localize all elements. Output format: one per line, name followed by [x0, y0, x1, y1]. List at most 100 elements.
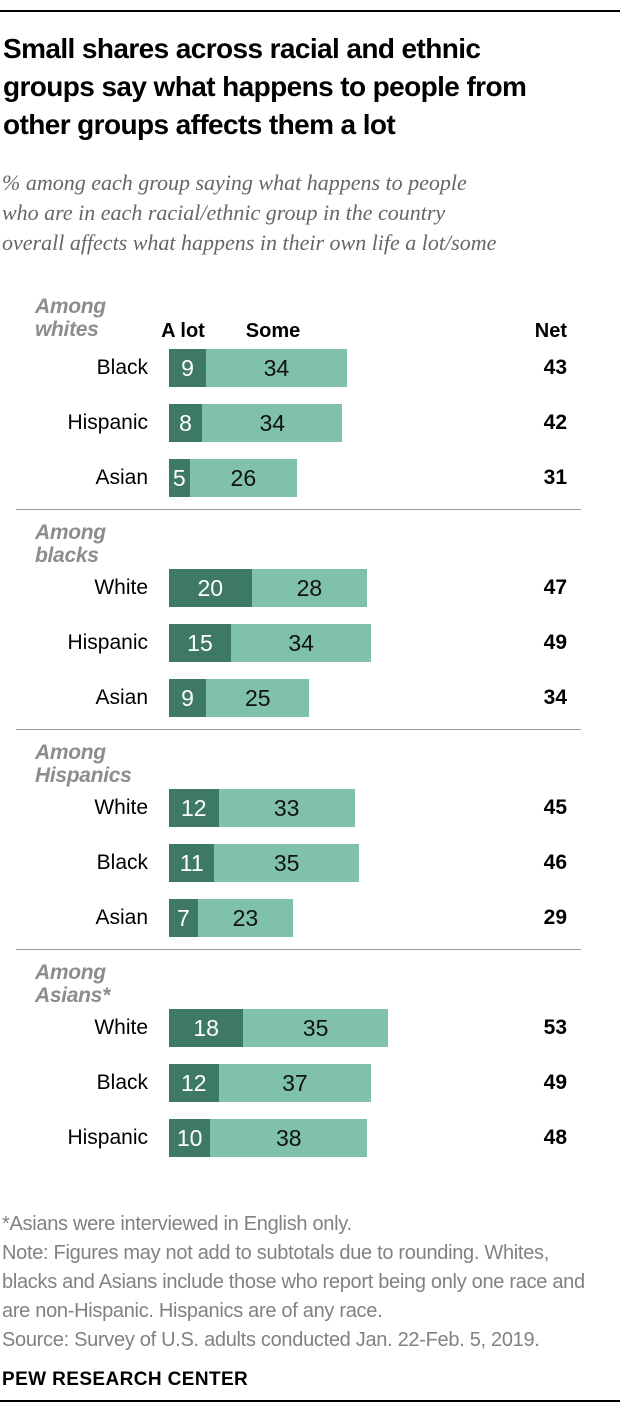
chart-subtitle-line: who are in each racial/ethnic group in t… [2, 200, 446, 225]
section-group-label: Among Asians* [35, 961, 110, 1007]
bar-segment-a-lot: 20 [169, 569, 252, 607]
asterisk-footnote: *Asians were interviewed in English only… [2, 1213, 352, 1235]
stacked-bar: 10 38 [169, 1119, 368, 1157]
row-category-label: White [94, 796, 148, 819]
bar-segment-some: 38 [210, 1119, 368, 1157]
bar-segment-some: 26 [189, 459, 298, 497]
stacked-bar: 20 28 [169, 569, 368, 607]
chart-section: Among whites A lot Some Net Black 9 34 43 Hispan… [0, 295, 620, 497]
bar-segment-a-lot: 12 [169, 1064, 219, 1102]
net-value: 31 [543, 466, 567, 489]
bar-segment-a-lot: 9 [169, 679, 207, 717]
stacked-bar-chart: Among whites A lot Some Net Black 9 34 43 Hispan… [0, 295, 620, 1157]
chart-title-line: other groups affects them a lot [3, 109, 396, 140]
row-category-label: Asian [95, 906, 148, 929]
bar-segment-a-lot: 7 [169, 899, 198, 937]
note-line: blacks and Asians include those who repo… [2, 1271, 585, 1293]
bar-segment-some: 34 [230, 624, 372, 662]
bar-segment-some: 37 [218, 1064, 372, 1102]
net-value: 42 [543, 411, 567, 434]
bar-segment-some: 28 [251, 569, 368, 607]
legend-a-lot-label: A lot [161, 320, 205, 342]
stacked-bar: 18 35 [169, 1009, 388, 1047]
bar-row: Asian 5 26 31 [0, 459, 620, 497]
bar-row: Black 12 37 49 [0, 1064, 620, 1102]
stacked-bar: 12 37 [169, 1064, 372, 1102]
net-value: 29 [543, 906, 567, 929]
net-value: 43 [543, 356, 567, 379]
stacked-bar: 7 23 [169, 899, 293, 937]
net-value: 53 [543, 1016, 567, 1039]
stacked-bar: 9 34 [169, 349, 347, 387]
row-category-label: Asian [95, 686, 148, 709]
row-category-label: White [94, 1016, 148, 1039]
bar-segment-some: 23 [197, 899, 293, 937]
net-value: 45 [543, 796, 567, 819]
stacked-bar: 12 33 [169, 789, 355, 827]
note-line: Note: Figures may not add to subtotals d… [2, 1242, 549, 1264]
bar-segment-some: 34 [206, 349, 347, 387]
bar-row: White 20 28 47 [0, 569, 620, 607]
bar-segment-a-lot: 12 [169, 789, 219, 827]
bar-segment-a-lot: 18 [169, 1009, 244, 1047]
stacked-bar: 8 34 [169, 404, 343, 442]
source-line: Source: Survey of U.S. adults conducted … [2, 1329, 540, 1351]
net-value: 46 [543, 851, 567, 874]
bar-segment-some: 34 [202, 404, 343, 442]
bar-segment-a-lot: 10 [169, 1119, 211, 1157]
chart-title-line: Small shares across racial and ethnic [3, 33, 481, 64]
bar-segment-a-lot: 5 [169, 459, 190, 497]
legend-some-label: Some [245, 320, 301, 342]
bar-segment-some: 25 [206, 679, 310, 717]
bar-segment-some: 33 [218, 789, 355, 827]
stacked-bar: 15 34 [169, 624, 372, 662]
section-divider [16, 949, 581, 950]
net-value: 49 [543, 1071, 567, 1094]
net-value: 49 [543, 631, 567, 654]
bar-row: Black 9 34 43 [0, 349, 620, 387]
stacked-bar: 9 25 [169, 679, 310, 717]
stacked-bar: 5 26 [169, 459, 298, 497]
net-value: 47 [543, 576, 567, 599]
bar-segment-a-lot: 9 [169, 349, 207, 387]
chart-title: Small shares across racial and ethnic gr… [3, 30, 614, 144]
bottom-rule [0, 1400, 620, 1402]
bar-segment-some: 35 [214, 844, 359, 882]
bar-segment-a-lot: 15 [169, 624, 231, 662]
chart-footnotes: *Asians were interviewed in English only… [2, 1210, 614, 1355]
row-category-label: Hispanic [67, 631, 148, 654]
chart-section: Among Asians* White 18 35 53 Black 12 37 49 Hispa… [0, 961, 620, 1157]
bar-segment-a-lot: 11 [169, 844, 215, 882]
section-header: Among whites A lot Some Net [0, 295, 620, 349]
stacked-bar: 11 35 [169, 844, 359, 882]
section-divider [16, 509, 581, 510]
bar-row: White 18 35 53 [0, 1009, 620, 1047]
bar-row: White 12 33 45 [0, 789, 620, 827]
row-category-label: Hispanic [67, 1126, 148, 1149]
note-line: are non-Hispanic. Hispanics are of any r… [2, 1300, 383, 1322]
chart-section: Among blacks White 20 28 47 Hispanic 15 34 49 Asi… [0, 521, 620, 717]
chart-subtitle-line: % among each group saying what happens t… [2, 170, 467, 195]
bar-row: Hispanic 15 34 49 [0, 624, 620, 662]
row-category-label: Black [96, 1071, 148, 1094]
bar-row: Hispanic 10 38 48 [0, 1119, 620, 1157]
section-divider [16, 729, 581, 730]
bar-row: Asian 7 23 29 [0, 899, 620, 937]
net-value: 48 [543, 1126, 567, 1149]
row-category-label: Black [96, 851, 148, 874]
bar-row: Asian 9 25 34 [0, 679, 620, 717]
chart-title-line: groups say what happens to people from [3, 71, 527, 102]
row-category-label: Asian [95, 466, 148, 489]
chart-subtitle-line: overall affects what happens in their ow… [2, 230, 497, 255]
section-group-label: Among blacks [35, 521, 106, 567]
pew-research-center-branding: PEW RESEARCH CENTER [2, 1369, 249, 1390]
net-value: 34 [543, 686, 567, 709]
row-category-label: Hispanic [67, 411, 148, 434]
section-group-label: Among Hispanics [35, 741, 132, 787]
section-group-label: Among whites [35, 295, 106, 341]
row-category-label: White [94, 576, 148, 599]
section-header: Among Hispanics [0, 741, 620, 789]
bar-row: Black 11 35 46 [0, 844, 620, 882]
net-column-label: Net [534, 320, 567, 342]
chart-section: Among Hispanics White 12 33 45 Black 11 35 46 Asi… [0, 741, 620, 937]
